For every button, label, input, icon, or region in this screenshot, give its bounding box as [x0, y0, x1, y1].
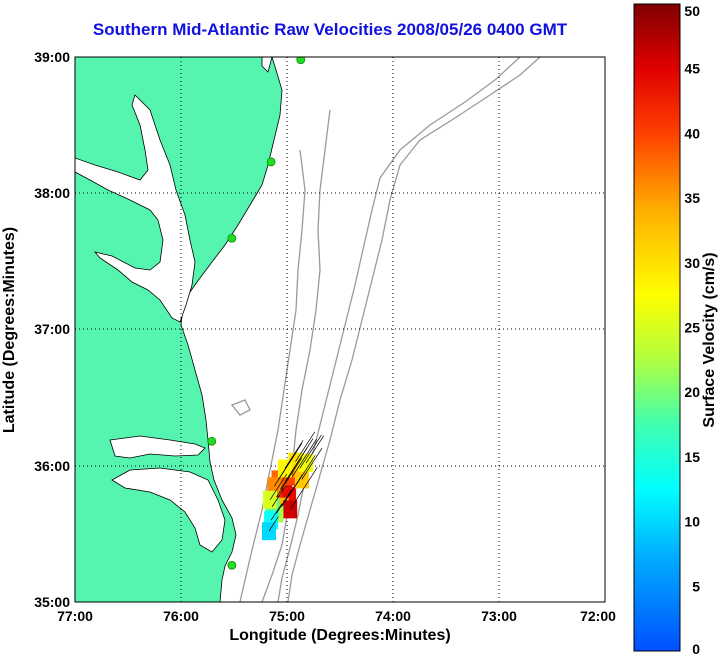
radar-station-marker [227, 233, 237, 243]
colorbar-tick-label: 25 [684, 320, 700, 336]
x-tick-label: 73:00 [481, 608, 517, 624]
colorbar-tick-label: 10 [684, 514, 700, 530]
velocity-arrow [269, 473, 288, 501]
delaware-bay [261, 57, 273, 73]
velocity-arrow [270, 503, 283, 521]
x-axis-label: Longitude (Degrees:Minutes) [229, 627, 450, 644]
y-tick-label: 36:00 [34, 458, 70, 474]
albemarle-sound [109, 435, 206, 459]
x-tick-label: 75:00 [269, 608, 305, 624]
bathymetry-contour [239, 149, 306, 602]
velocity-arrow [305, 435, 325, 464]
colorbar-tick-label: 0 [692, 641, 700, 657]
colorbar-tick-label: 30 [684, 255, 700, 271]
y-tick-label: 37:00 [34, 321, 70, 337]
bathymetry-contour [261, 109, 331, 602]
x-tick-label: 72:00 [580, 608, 616, 624]
radar-station-marker [266, 157, 276, 167]
pamlico-sound [111, 467, 226, 553]
colorbar-label: Surface Velocity (cm/s) [701, 252, 718, 427]
velocity-arrow [271, 485, 286, 507]
bathymetry-contour [287, 57, 541, 602]
x-tick-label: 76:00 [163, 608, 199, 624]
y-tick-label: 35:00 [34, 594, 70, 610]
grid-lines [75, 57, 605, 602]
radar-station-marker [296, 57, 306, 65]
colorbar-tick-label: 5 [692, 578, 700, 594]
radar-station-marker [227, 560, 237, 570]
velocity-arrow [273, 451, 297, 487]
x-tick-label: 74:00 [375, 608, 411, 624]
velocity-arrow [301, 447, 323, 480]
y-axis-label: Latitude (Degrees:Minutes) [1, 227, 18, 433]
colorbar-tick-label: 40 [684, 125, 700, 141]
velocity-arrow [268, 516, 279, 532]
velocity-arrow [276, 457, 302, 498]
colorbar-tick-label: 45 [684, 61, 700, 77]
colorbar-tick-label: 50 [684, 3, 700, 19]
velocity-arrow [284, 438, 314, 483]
bathymetry-contour [277, 57, 521, 602]
velocity-arrow [292, 439, 317, 477]
velocity-arrow [284, 440, 304, 469]
bathymetry-contour [230, 399, 251, 416]
radar-station-marker [207, 436, 217, 446]
plot-frame [74, 56, 606, 603]
chart-title: Southern Mid-Atlantic Raw Velocities 200… [92, 20, 568, 39]
colorbar-tick-label: 35 [684, 190, 700, 206]
colorbar-tick-label: 20 [684, 384, 700, 400]
chesapeake-bay [75, 94, 196, 323]
colorbar [633, 3, 681, 652]
velocity-arrow [295, 431, 316, 462]
velocity-arrow [281, 474, 303, 507]
x-tick-label: 77:00 [57, 608, 93, 624]
y-tick-label: 38:00 [34, 185, 70, 201]
velocity-arrow [276, 489, 292, 514]
velocity-arrow [289, 467, 318, 510]
velocity-arrow [299, 434, 322, 469]
y-tick-label: 39:00 [34, 49, 70, 65]
colorbar-tick-label: 15 [684, 449, 700, 465]
